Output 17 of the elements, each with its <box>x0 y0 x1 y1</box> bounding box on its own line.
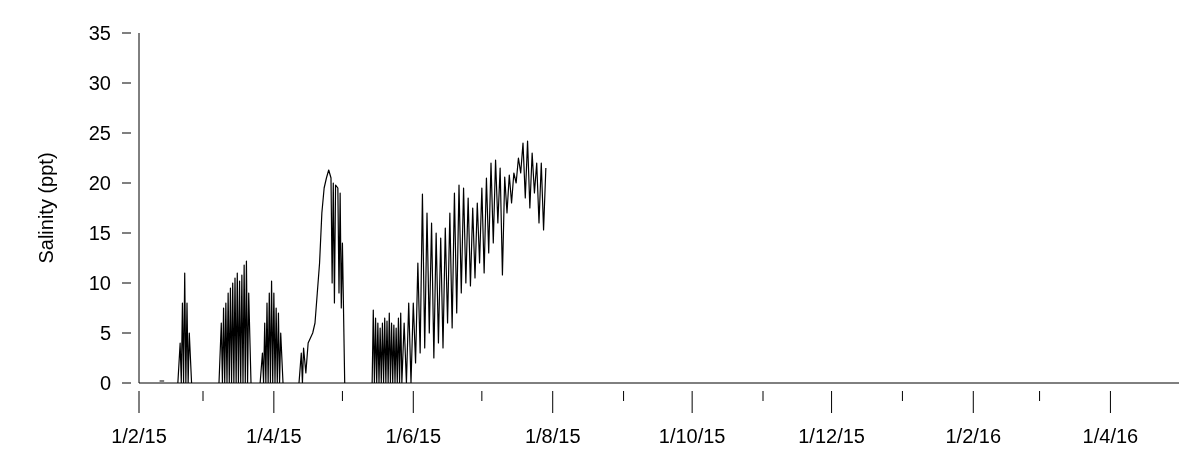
y-tick-label: 35 <box>88 22 111 44</box>
y-tick-label: 20 <box>88 172 111 194</box>
y-tick-label: 30 <box>88 72 111 94</box>
x-tick-label: 1/2/15 <box>111 425 167 447</box>
x-tick-label: 1/4/16 <box>1082 425 1139 447</box>
x-tick-label: 1/8/15 <box>524 425 581 447</box>
y-axis-title: Salinity (ppt) <box>35 152 58 264</box>
y-tick-label: 5 <box>99 322 111 344</box>
x-tick-label: 1/10/15 <box>658 425 726 447</box>
x-tick-label: 1/4/15 <box>246 425 302 447</box>
y-tick-label: 0 <box>99 372 111 394</box>
x-tick-label: 1/2/16 <box>945 425 1002 447</box>
x-tick-label: 1/6/15 <box>385 425 442 447</box>
y-tick-label: 10 <box>88 272 111 294</box>
x-tick-label: 1/12/15 <box>798 425 865 447</box>
y-tick-label: 15 <box>88 222 111 244</box>
y-tick-label: 25 <box>88 122 111 144</box>
